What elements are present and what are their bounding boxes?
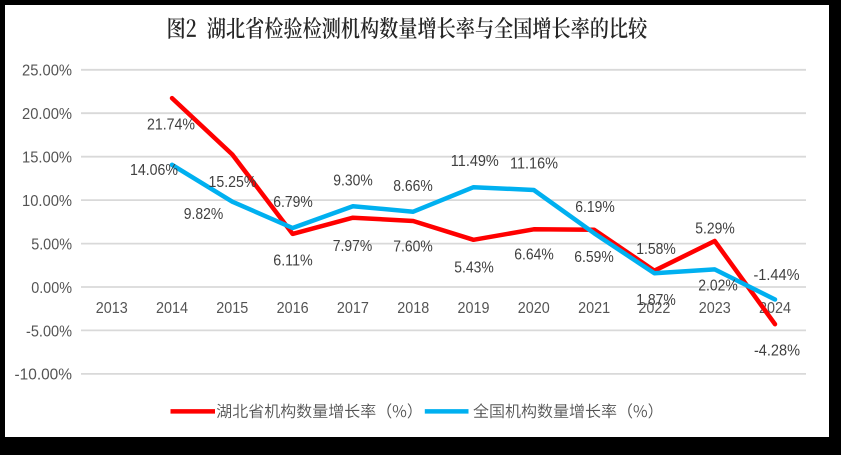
svg-text:25.00%: 25.00%: [22, 63, 72, 80]
svg-text:6.79%: 6.79%: [273, 194, 313, 211]
svg-text:21.74%: 21.74%: [147, 116, 195, 133]
svg-text:11.16%: 11.16%: [510, 155, 558, 172]
svg-text:2022: 2022: [638, 300, 670, 317]
svg-text:-1.44%: -1.44%: [753, 267, 799, 284]
svg-text:-10.00%: -10.00%: [15, 367, 73, 384]
svg-text:5.29%: 5.29%: [695, 220, 735, 237]
svg-text:9.82%: 9.82%: [184, 206, 224, 223]
svg-text:7.60%: 7.60%: [393, 238, 433, 255]
svg-text:5.00%: 5.00%: [31, 236, 72, 253]
svg-text:2.02%: 2.02%: [698, 277, 738, 294]
svg-text:11.49%: 11.49%: [451, 153, 499, 170]
svg-text:2017: 2017: [337, 300, 369, 317]
svg-text:6.59%: 6.59%: [574, 249, 614, 266]
svg-text:6.19%: 6.19%: [575, 199, 615, 216]
svg-text:1.58%: 1.58%: [636, 241, 676, 258]
svg-text:1.87%: 1.87%: [636, 292, 676, 309]
svg-text:2014: 2014: [156, 300, 188, 317]
svg-text:2021: 2021: [578, 300, 610, 317]
svg-text:10.00%: 10.00%: [22, 193, 72, 210]
svg-text:7.97%: 7.97%: [333, 238, 373, 255]
svg-text:20.00%: 20.00%: [22, 106, 72, 123]
svg-text:9.30%: 9.30%: [333, 172, 373, 189]
svg-text:8.66%: 8.66%: [393, 178, 433, 195]
svg-text:0.00%: 0.00%: [31, 280, 72, 297]
svg-text:5.43%: 5.43%: [454, 260, 494, 277]
svg-text:14.06%: 14.06%: [130, 162, 178, 179]
svg-text:2023: 2023: [699, 300, 731, 317]
svg-text:2018: 2018: [397, 300, 429, 317]
svg-text:-5.00%: -5.00%: [26, 323, 72, 340]
svg-text:2013: 2013: [96, 300, 128, 317]
svg-text:15.25%: 15.25%: [209, 174, 257, 191]
svg-text:6.11%: 6.11%: [273, 252, 313, 269]
svg-text:2020: 2020: [518, 300, 550, 317]
svg-text:15.00%: 15.00%: [22, 150, 72, 167]
svg-text:2016: 2016: [277, 300, 309, 317]
svg-text:2019: 2019: [458, 300, 490, 317]
svg-text:-4.28%: -4.28%: [754, 343, 800, 360]
svg-text:6.64%: 6.64%: [514, 246, 554, 263]
svg-text:2015: 2015: [216, 300, 248, 317]
